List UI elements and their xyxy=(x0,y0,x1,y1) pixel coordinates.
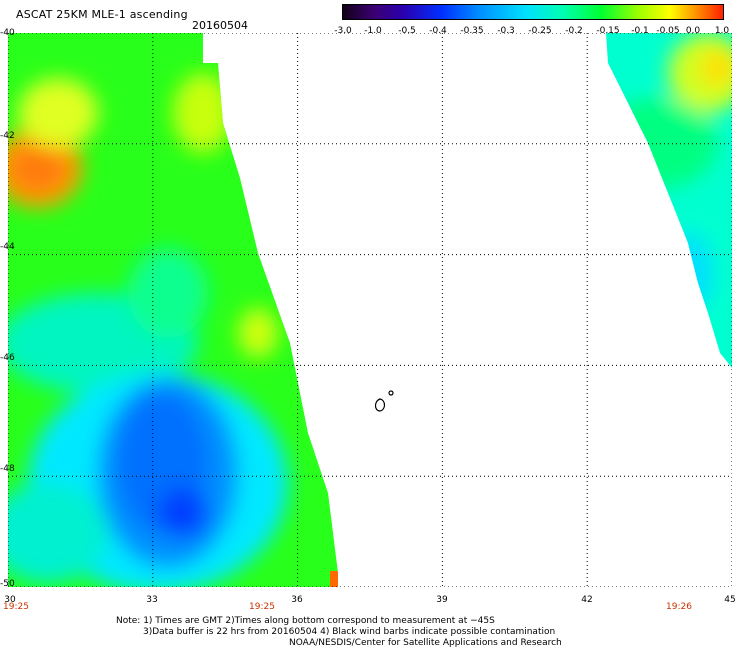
lat-label: -48 xyxy=(0,464,15,474)
left-swath xyxy=(8,33,338,587)
colorbar-label: -0.3 xyxy=(497,26,515,36)
colorbar-label: -3.0 xyxy=(334,26,352,36)
time-label: 19:25 xyxy=(3,602,29,612)
colorbar-label: 0.0 xyxy=(685,26,701,36)
colorbar-label: -0.1 xyxy=(631,26,649,36)
colorbar xyxy=(342,4,724,20)
lat-label: -40 xyxy=(0,28,15,38)
note-line-2: 3)Data buffer is 22 hrs from 20160504 4)… xyxy=(143,627,556,637)
colorbar-label: -1.0 xyxy=(364,26,382,36)
colorbar-label: -0.25 xyxy=(528,26,552,36)
lat-label: -42 xyxy=(0,131,15,141)
lon-label: 39 xyxy=(436,595,448,605)
colorbar-labels: -3.0 -1.0 -0.5 -0.4 -0.35 -0.3 -0.25 -0.… xyxy=(330,26,740,38)
note-line-1: Note: 1) Times are GMT 2)Times along bot… xyxy=(116,616,495,626)
lat-label: -44 xyxy=(0,242,15,252)
swath-map xyxy=(8,33,732,587)
colorbar-label: -0.35 xyxy=(460,26,484,36)
lat-label: -50 xyxy=(0,579,15,589)
note-line-3: NOAA/NESDIS/Center for Satellite Applica… xyxy=(289,638,562,648)
colorbar-label: -0.05 xyxy=(656,26,680,36)
right-swath xyxy=(606,33,732,368)
colorbar-label: -0.4 xyxy=(429,26,447,36)
map-date: 20160504 xyxy=(192,19,248,32)
lat-label: -46 xyxy=(0,353,15,363)
map-title: ASCAT 25KM MLE-1 ascending xyxy=(16,8,188,21)
colorbar-label: -0.2 xyxy=(565,26,583,36)
island-outline xyxy=(374,390,394,412)
lon-label: 36 xyxy=(291,595,303,605)
colorbar-label: -0.15 xyxy=(596,26,620,36)
grid-lines xyxy=(8,33,732,587)
colorbar-label: -0.5 xyxy=(398,26,416,36)
lon-label: 30 xyxy=(4,595,16,605)
lon-label: 33 xyxy=(146,595,158,605)
lon-label: 45 xyxy=(724,595,736,605)
time-label: 19:25 xyxy=(249,602,275,612)
colorbar-label: 1.0 xyxy=(714,26,730,36)
time-label: 19:26 xyxy=(666,602,692,612)
lon-label: 42 xyxy=(581,595,593,605)
